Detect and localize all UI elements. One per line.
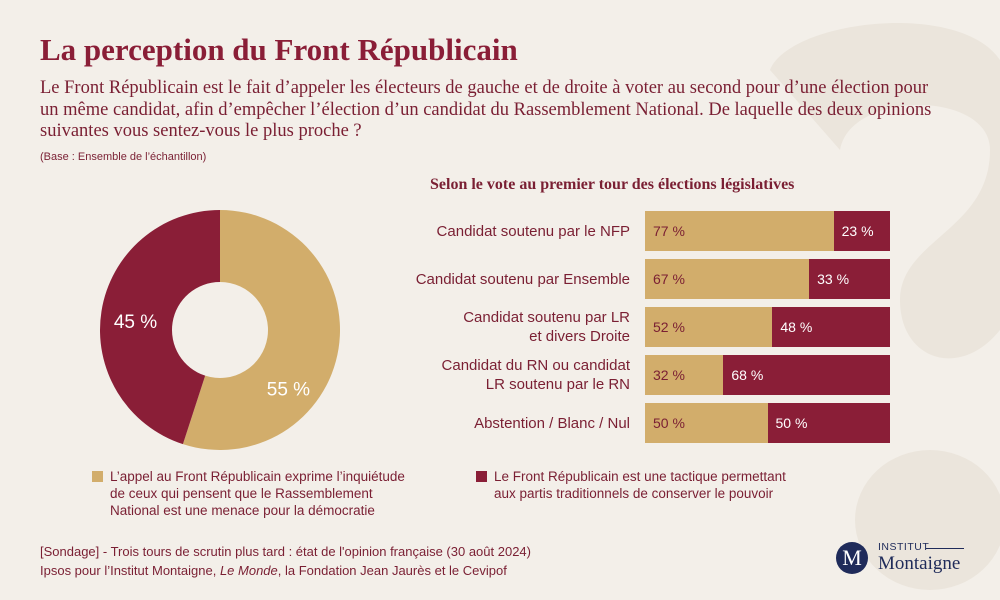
bar-segment-gold: 50 % bbox=[645, 403, 768, 443]
logo-rule bbox=[926, 548, 964, 549]
bar-value-label: 68 % bbox=[731, 367, 764, 383]
bar-category-label-line: Candidat du RN ou candidat bbox=[441, 357, 630, 374]
legend-line: Le Front Républicain est une tactique pe… bbox=[494, 469, 786, 484]
donut-chart: 55 % 45 % bbox=[99, 210, 340, 450]
page-title: La perception du Front Républicain bbox=[40, 32, 518, 67]
bar-value-label: 77 % bbox=[653, 223, 685, 239]
bar-segment-gold: 32 % bbox=[645, 355, 724, 395]
donut-slice-0 bbox=[182, 210, 340, 450]
bar-value-label: 50 % bbox=[775, 415, 808, 431]
bar-value-label: 50 % bbox=[653, 415, 685, 431]
base-note: (Base : Ensemble de l’échantillon) bbox=[40, 151, 207, 163]
bar-category-label-line: Candidat soutenu par LR bbox=[463, 309, 630, 326]
legend-line: de ceux qui pensent que le Rassemblement bbox=[110, 486, 373, 501]
bar-category-label: Candidat du RN ou candidat LR soutenu par… bbox=[380, 356, 630, 394]
bar-value-label: 52 % bbox=[653, 319, 685, 335]
logo-bottom-text: Montaigne bbox=[878, 553, 961, 574]
logo-mark: M bbox=[836, 542, 868, 574]
footer-text: , la Fondation Jean Jaurès et le Cevipof bbox=[277, 563, 507, 578]
bar-value-label: 48 % bbox=[780, 319, 813, 335]
donut-slice-label: 55 % bbox=[267, 379, 310, 400]
bar-category-label-line: Candidat soutenu par Ensemble bbox=[415, 270, 630, 288]
footer-line-1: [Sondage] - Trois tours de scrutin plus … bbox=[40, 544, 531, 559]
bar-category-label: Candidat soutenu par LR et divers Droite bbox=[380, 308, 630, 346]
legend-item-wine: Le Front Républicain est une tactique pe… bbox=[476, 468, 856, 502]
intro-question: Le Front Républicain est le fait d’appel… bbox=[40, 78, 932, 141]
donut-slice-label: 45 % bbox=[114, 312, 157, 333]
bar-category-label: Candidat soutenu par Ensemble bbox=[380, 270, 630, 289]
footer-italic: Le Monde bbox=[219, 563, 278, 578]
bar-segment-wine: 68 % bbox=[723, 355, 890, 395]
bar-segment-gold: 67 % bbox=[645, 259, 810, 299]
legend-line: National est une menace pour la démocrat… bbox=[110, 503, 375, 518]
legend-item-gold: L’appel au Front Républicain exprime l’i… bbox=[92, 468, 452, 519]
legend-line: L’appel au Front Républicain exprime l’i… bbox=[110, 469, 405, 484]
source-footer: [Sondage] - Trois tours de scrutin plus … bbox=[40, 542, 531, 580]
legend-swatch-gold bbox=[92, 471, 103, 482]
bar-segment-wine: 50 % bbox=[767, 403, 890, 443]
legend-line: aux partis traditionnels de conserver le… bbox=[494, 486, 774, 501]
bar-value-label: 23 % bbox=[841, 223, 874, 239]
footer-text: Ipsos pour l’Institut Montaigne, bbox=[40, 563, 220, 578]
bar-value-label: 32 % bbox=[653, 367, 685, 383]
bar-segment-wine: 23 % bbox=[833, 211, 890, 251]
bar-chart-title: Selon le vote au premier tour des électi… bbox=[430, 176, 795, 193]
institut-montaigne-logo: M INSTITUT Montaigne bbox=[836, 538, 976, 578]
bar-segment-wine: 48 % bbox=[772, 307, 890, 347]
legend-swatch-wine bbox=[476, 471, 487, 482]
bar-value-label: 33 % bbox=[817, 271, 850, 287]
bar-category-label-line: et divers Droite bbox=[529, 328, 630, 345]
bar-value-label: 67 % bbox=[653, 271, 685, 287]
logo-top-text: INSTITUT bbox=[878, 541, 930, 553]
bar-segment-gold: 52 % bbox=[645, 307, 773, 347]
bar-category-label: Candidat soutenu par le NFP bbox=[380, 222, 630, 241]
bar-category-label-line: Abstention / Blanc / Nul bbox=[474, 414, 630, 432]
footer-line-2: Ipsos pour l’Institut Montaigne, Le Mond… bbox=[40, 561, 531, 580]
bar-category-label-line: LR soutenu par le RN bbox=[485, 376, 630, 393]
bar-segment-gold: 77 % bbox=[645, 211, 834, 251]
bar-category-label: Abstention / Blanc / Nul bbox=[380, 414, 630, 433]
donut-slice-1 bbox=[99, 210, 220, 445]
bar-segment-wine: 33 % bbox=[809, 259, 890, 299]
bar-category-label-line: Candidat soutenu par le NFP bbox=[436, 222, 630, 240]
